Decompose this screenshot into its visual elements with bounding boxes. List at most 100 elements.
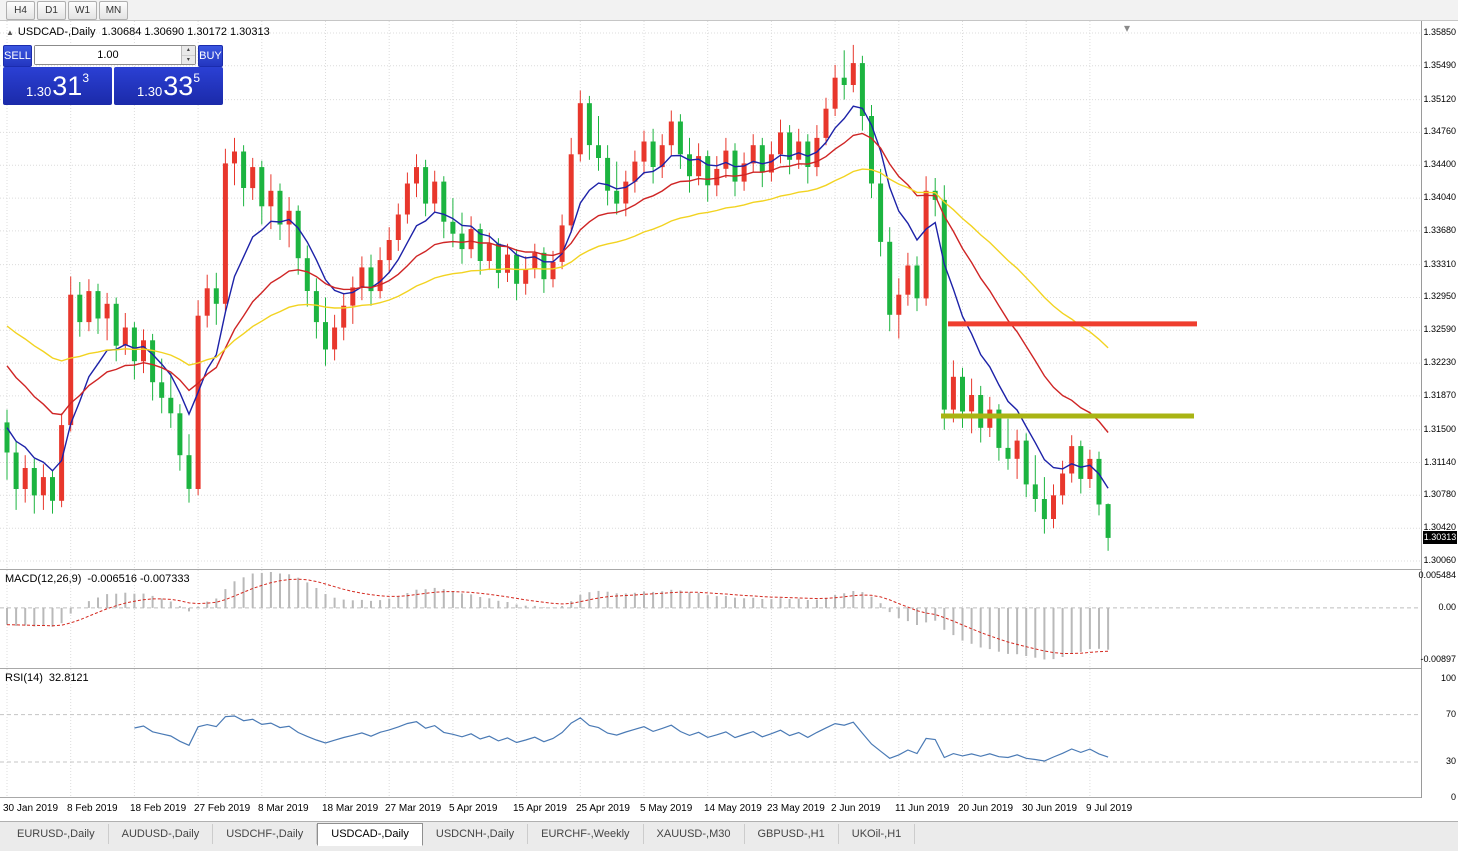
candle bbox=[341, 292, 347, 341]
date-label: 25 Apr 2019 bbox=[576, 803, 630, 814]
date-label: 15 Apr 2019 bbox=[513, 803, 567, 814]
price-tick: 1.30420 bbox=[1423, 522, 1456, 532]
buy-button[interactable]: BUY bbox=[197, 45, 223, 67]
candle bbox=[404, 172, 410, 224]
chart-tab[interactable]: EURCHF-,Weekly bbox=[528, 824, 644, 844]
candle bbox=[77, 282, 83, 337]
moving-average-line[interactable] bbox=[6, 105, 1109, 489]
candle bbox=[50, 470, 55, 514]
pane-separator[interactable] bbox=[0, 569, 1458, 570]
candle bbox=[68, 276, 74, 432]
candle bbox=[268, 174, 274, 230]
price-tick: 1.30060 bbox=[1423, 555, 1456, 565]
candle bbox=[705, 150, 711, 202]
macd-histogram bbox=[6, 572, 1110, 660]
candle bbox=[359, 256, 365, 301]
moving-average-line[interactable] bbox=[6, 132, 1109, 433]
macd-pane: MACD(12,26,9) -0.006516 -0.007333 bbox=[0, 570, 1421, 668]
pane-separator[interactable] bbox=[0, 668, 1458, 669]
candle bbox=[878, 168, 884, 257]
date-label: 5 May 2019 bbox=[640, 803, 693, 814]
macd-label: MACD(12,26,9) -0.006516 -0.007333 bbox=[5, 573, 190, 585]
candle bbox=[841, 50, 847, 100]
chart-tab[interactable]: XAUUSD-,M30 bbox=[644, 824, 745, 844]
macd-values: -0.006516 -0.007333 bbox=[87, 573, 190, 585]
price-chart-pane: ▲ USDCAD-,Daily 1.30684 1.30690 1.30172 1.… bbox=[0, 21, 1421, 569]
timeframe-d1-button[interactable]: D1 bbox=[37, 0, 66, 20]
candle bbox=[632, 150, 638, 193]
candle bbox=[605, 145, 611, 206]
candle bbox=[122, 313, 128, 355]
chart-tab[interactable]: USDCNH-,Daily bbox=[423, 824, 529, 844]
candle bbox=[441, 176, 447, 239]
candle bbox=[996, 404, 1002, 461]
volume-increase-button[interactable]: ▴ bbox=[181, 46, 195, 56]
date-label: 14 May 2019 bbox=[704, 803, 762, 814]
chart-tab[interactable]: USDCHF-,Daily bbox=[213, 824, 318, 844]
sell-price-display[interactable]: 1.30 31 3 bbox=[3, 67, 112, 105]
candle bbox=[505, 243, 510, 282]
price-tick: 1.32950 bbox=[1423, 291, 1456, 301]
rsi-canvas[interactable] bbox=[0, 669, 1421, 797]
candle bbox=[232, 137, 237, 186]
price-tick: 1.32230 bbox=[1423, 357, 1456, 367]
timeframe-mn-button[interactable]: MN bbox=[99, 0, 128, 20]
candle bbox=[423, 159, 429, 217]
timeframe-h4-button[interactable]: H4 bbox=[6, 0, 35, 20]
moving-average-line[interactable] bbox=[6, 168, 1109, 366]
sell-price-big: 31 bbox=[52, 71, 83, 101]
candle bbox=[623, 170, 629, 217]
sell-price-sup: 3 bbox=[82, 71, 90, 85]
candle bbox=[723, 137, 729, 178]
candle bbox=[4, 409, 10, 480]
rsi-name: RSI(14) bbox=[5, 672, 43, 684]
volume-decrease-button[interactable]: ▾ bbox=[181, 55, 195, 64]
date-label: 30 Jan 2019 bbox=[3, 803, 59, 814]
candle bbox=[805, 134, 811, 184]
rsi-line bbox=[134, 715, 1109, 762]
candle bbox=[1096, 451, 1102, 516]
candle bbox=[568, 137, 574, 233]
candle bbox=[450, 198, 456, 248]
chart-tab[interactable]: AUDUSD-,Daily bbox=[109, 824, 214, 844]
macd-signal-line bbox=[6, 578, 1109, 654]
buy-price-display[interactable]: 1.30 33 5 bbox=[114, 67, 223, 105]
candles-layer bbox=[4, 44, 1111, 551]
price-tick: 1.34400 bbox=[1423, 159, 1456, 169]
candle bbox=[104, 292, 110, 341]
chart-shift-marker-icon[interactable]: ▾ bbox=[1124, 21, 1131, 35]
price-tick: 1.35490 bbox=[1423, 60, 1456, 70]
candle bbox=[250, 157, 256, 200]
candle bbox=[960, 367, 965, 428]
price-chart-canvas[interactable] bbox=[0, 21, 1421, 569]
price-tick: 1.31870 bbox=[1423, 390, 1456, 400]
volume-input[interactable] bbox=[34, 46, 181, 64]
chart-title: ▲ USDCAD-,Daily 1.30684 1.30690 1.30172 1.… bbox=[6, 26, 270, 38]
time-axis[interactable]: 30 Jan 2019 8 Feb 2019 18 Feb 2019 27 Feb 2… bbox=[0, 798, 1421, 821]
macd-tick: -0.00897 bbox=[1420, 654, 1456, 664]
date-label: 2 Jun 2019 bbox=[831, 803, 881, 814]
macd-canvas[interactable] bbox=[0, 570, 1421, 668]
timeframe-w1-button[interactable]: W1 bbox=[68, 0, 97, 20]
rsi-tick: 100 bbox=[1440, 673, 1456, 683]
current-price-badge: 1.30313 bbox=[1423, 531, 1457, 544]
chart-tab[interactable]: GBPUSD-,H1 bbox=[745, 824, 839, 844]
chart-tab[interactable]: USDCAD-,Daily bbox=[317, 823, 423, 846]
candle bbox=[241, 145, 247, 207]
candle bbox=[131, 322, 137, 380]
candle bbox=[368, 254, 374, 306]
candle bbox=[13, 440, 19, 510]
price-axis[interactable]: 1.35850 1.35490 1.35120 1.34760 1.34400 1.340… bbox=[1418, 21, 1458, 802]
chart-ohlc-values: 1.30684 1.30690 1.30172 1.30313 bbox=[101, 26, 270, 38]
collapse-trade-panel-icon[interactable]: ▲ bbox=[6, 28, 14, 37]
chart-tab[interactable]: EURUSD-,Daily bbox=[4, 824, 109, 844]
candle bbox=[741, 152, 747, 191]
candle bbox=[950, 360, 956, 423]
candle bbox=[86, 279, 92, 332]
sell-button[interactable]: SELL bbox=[3, 45, 32, 67]
candle bbox=[277, 183, 283, 240]
candle bbox=[750, 134, 756, 173]
chart-tab[interactable]: UKOil-,H1 bbox=[839, 824, 916, 844]
candle bbox=[95, 283, 101, 334]
